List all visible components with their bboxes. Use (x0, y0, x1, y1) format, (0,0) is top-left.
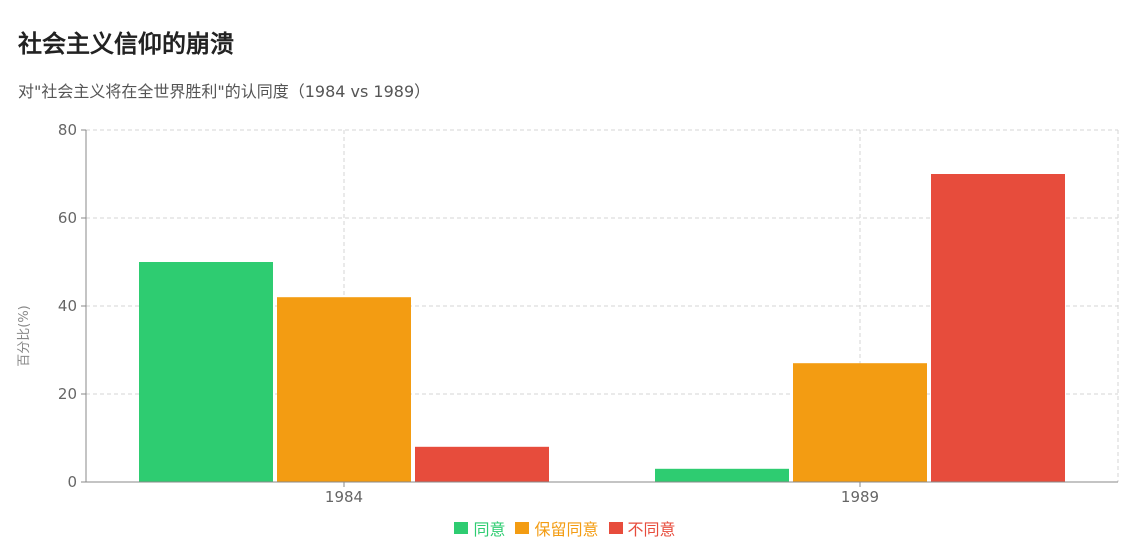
legend-swatch (454, 522, 469, 534)
bar-1989-0[interactable] (655, 468, 789, 482)
legend-item[interactable]: 保留同意 (515, 516, 599, 540)
tick-labels: 0 20 40 60 80 1984 1989 百分比(%) (17, 121, 879, 506)
legend-item[interactable]: 同意 (454, 516, 505, 540)
legend-label: 不同意 (627, 520, 676, 539)
bar-1984-2[interactable] (415, 446, 549, 482)
legend-swatch (608, 522, 623, 534)
x-tick-label: 1984 (325, 488, 363, 506)
bar-1989-1[interactable] (793, 363, 927, 482)
legend: 同意 保留同意 不同意 (0, 516, 1130, 540)
chart-title: 社会主义信仰的崩溃 (18, 30, 234, 58)
bar-1984-0[interactable] (139, 262, 273, 482)
axes (81, 129, 1118, 487)
bars (139, 174, 1065, 482)
legend-swatch (515, 522, 530, 534)
chart-subtitle: 对"社会主义将在全世界胜利"的认同度（1984 vs 1989） (18, 82, 431, 101)
y-tick-label: 80 (58, 121, 77, 139)
bar-1984-1[interactable] (277, 297, 411, 482)
legend-label: 保留同意 (534, 520, 599, 539)
y-tick-label: 40 (58, 297, 77, 315)
y-tick-label: 20 (58, 385, 77, 403)
bar-1989-2[interactable] (931, 174, 1065, 482)
y-axis-label: 百分比(%) (17, 305, 32, 367)
y-tick-label: 0 (67, 473, 77, 491)
x-tick-label: 1989 (841, 488, 879, 506)
legend-item[interactable]: 不同意 (608, 516, 676, 540)
y-tick-label: 60 (58, 209, 77, 227)
legend-label: 同意 (473, 520, 506, 539)
